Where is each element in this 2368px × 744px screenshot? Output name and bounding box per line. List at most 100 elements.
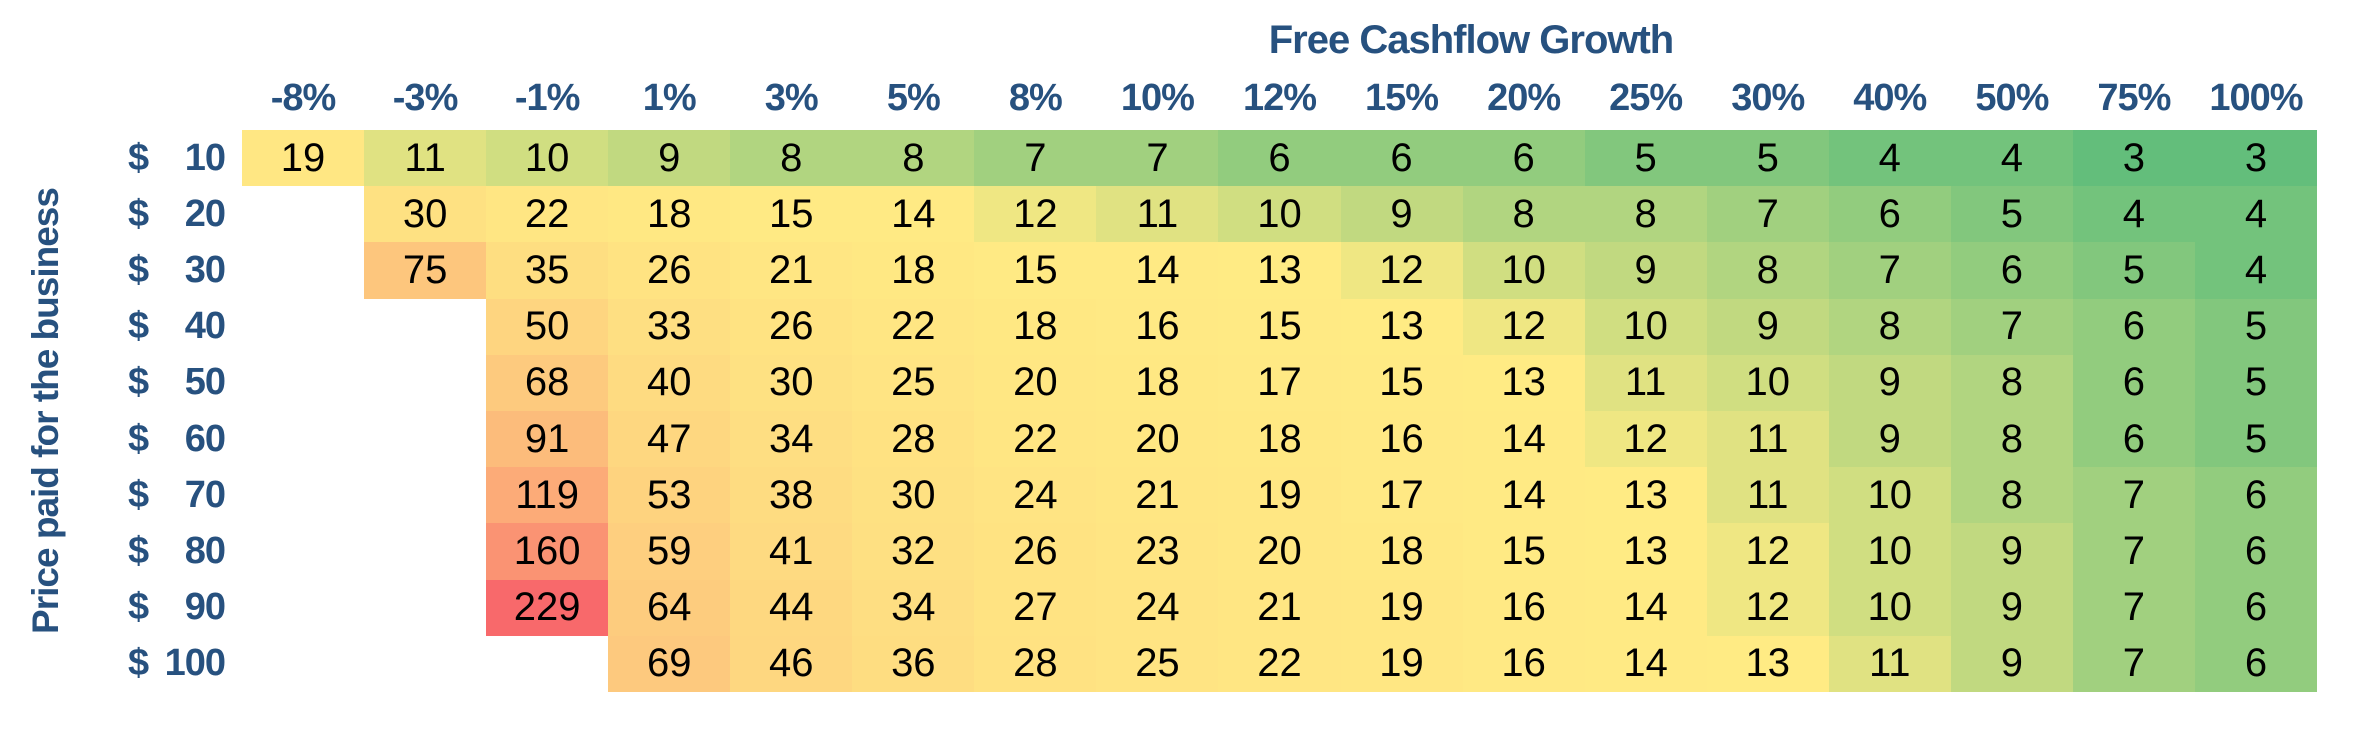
heatmap-cell: 34 (852, 579, 975, 636)
heatmap-cell: 10 (1706, 354, 1829, 411)
heatmap-cell: 9 (1950, 635, 2073, 692)
heatmap-cell: 5 (1584, 130, 1707, 187)
heatmap-cell: 34 (730, 411, 853, 468)
price-value: 70 (184, 473, 226, 516)
row-label: $30 (128, 242, 226, 298)
currency-symbol: $ (128, 529, 149, 572)
heatmap-cell: 13 (1340, 298, 1463, 355)
heatmap-cell: 18 (1340, 523, 1463, 580)
price-value: 10 (184, 136, 226, 179)
heatmap-cell: 20 (1096, 411, 1219, 468)
heatmap-cell: 18 (852, 242, 975, 299)
row-label: $10 (128, 130, 226, 186)
currency-symbol: $ (128, 192, 149, 235)
heatmap-cell: 8 (730, 130, 853, 187)
column-header: -3% (392, 77, 459, 119)
heatmap-grid: 19 11 10 9 8 8 7 7 6 6 6 5 5 4 4 3 3 30 22 18 15 14 12 11 10 9 8 8 7… (242, 130, 2317, 692)
row-label: $60 (128, 411, 226, 467)
heatmap-cell: 18 (608, 186, 731, 243)
heatmap-cell: 6 (2194, 467, 2317, 524)
currency-symbol: $ (128, 473, 149, 516)
empty-cell (364, 411, 486, 467)
heatmap-cell: 19 (1340, 635, 1463, 692)
heatmap-cell: 21 (730, 242, 853, 299)
currency-symbol: $ (128, 642, 149, 685)
currency-symbol: $ (128, 586, 149, 629)
column-header: 8% (1008, 77, 1063, 119)
heatmap-cell: 6 (2072, 411, 2195, 468)
heatmap-cell: 24 (1096, 579, 1219, 636)
heatmap-cell: 26 (974, 523, 1097, 580)
heatmap-cell: 14 (1462, 411, 1585, 468)
heatmap-cell: 9 (608, 130, 731, 187)
heatmap-cell: 26 (608, 242, 731, 299)
heatmap-cell: 5 (1950, 186, 2073, 243)
heatmap-cell: 21 (1218, 579, 1341, 636)
empty-cell (364, 523, 486, 579)
heatmap-cell: 7 (1828, 242, 1951, 299)
heatmap-cell: 14 (852, 186, 975, 243)
column-header: 1% (642, 77, 697, 119)
heatmap-cell: 22 (974, 411, 1097, 468)
column-header: 75% (2097, 77, 2171, 119)
heatmap-cell: 11 (1584, 354, 1707, 411)
heatmap-cell: 8 (1950, 411, 2073, 468)
empty-cell (364, 467, 486, 523)
empty-cell (242, 580, 364, 636)
heatmap-cell: 7 (1096, 130, 1219, 187)
heatmap-cell: 8 (1950, 467, 2073, 524)
price-value: 40 (184, 305, 226, 348)
heatmap-cell: 9 (1828, 411, 1951, 468)
empty-cell (364, 355, 486, 411)
price-value: 100 (164, 642, 226, 685)
empty-cell (364, 299, 486, 355)
heatmap-cell: 16 (1096, 298, 1219, 355)
heatmap-cell: 12 (1706, 523, 1829, 580)
heatmap-cell: 8 (1950, 354, 2073, 411)
heatmap-cell: 9 (1950, 579, 2073, 636)
heatmap-cell: 30 (730, 354, 853, 411)
heatmap-cell: 53 (608, 467, 731, 524)
column-header: 50% (1975, 77, 2049, 119)
row-label: $20 (128, 186, 226, 242)
heatmap-cell: 14 (1584, 579, 1707, 636)
heatmap-cell: 50 (486, 298, 609, 355)
heatmap-cell: 40 (608, 354, 731, 411)
heatmap-cell: 11 (1706, 411, 1829, 468)
column-header: 30% (1731, 77, 1805, 119)
heatmap-cell: 17 (1218, 354, 1341, 411)
currency-symbol: $ (128, 417, 149, 460)
column-header: 3% (764, 77, 819, 119)
column-header: -1% (514, 77, 581, 119)
heatmap-cell: 8 (1706, 242, 1829, 299)
heatmap-cell: 4 (2194, 242, 2317, 299)
heatmap-cell: 20 (974, 354, 1097, 411)
heatmap-cell: 38 (730, 467, 853, 524)
heatmap-cell: 14 (1096, 242, 1219, 299)
heatmap-cell: 8 (1828, 298, 1951, 355)
currency-symbol: $ (128, 361, 149, 404)
heatmap-cell: 6 (1950, 242, 2073, 299)
heatmap-cell: 44 (730, 579, 853, 636)
heatmap-cell: 35 (486, 242, 609, 299)
column-headers: -8% -3% -1% 1% 3% 5% 8% 10% 12% 15% 20% 25% 30% 40% 50… (242, 66, 2317, 130)
heatmap-cell: 25 (852, 354, 975, 411)
empty-cell (242, 467, 364, 523)
price-value: 30 (184, 248, 226, 291)
heatmap-cell: 19 (242, 130, 365, 187)
heatmap-cell: 12 (974, 186, 1097, 243)
heatmap-cell: 13 (1584, 523, 1707, 580)
price-value: 90 (184, 586, 226, 629)
heatmap-cell: 14 (1462, 467, 1585, 524)
heatmap-cell: 5 (2194, 298, 2317, 355)
heatmap-cell: 19 (1218, 467, 1341, 524)
chart-title: Free Cashflow Growth (1268, 18, 1674, 62)
heatmap-cell: 3 (2072, 130, 2195, 187)
heatmap-cell: 229 (486, 579, 609, 636)
heatmap-cell: 41 (730, 523, 853, 580)
heatmap-cell: 8 (852, 130, 975, 187)
heatmap-cell: 75 (364, 242, 487, 299)
heatmap-cell: 119 (486, 467, 609, 524)
heatmap-cell: 7 (1950, 298, 2073, 355)
heatmap-cell: 160 (486, 523, 609, 580)
